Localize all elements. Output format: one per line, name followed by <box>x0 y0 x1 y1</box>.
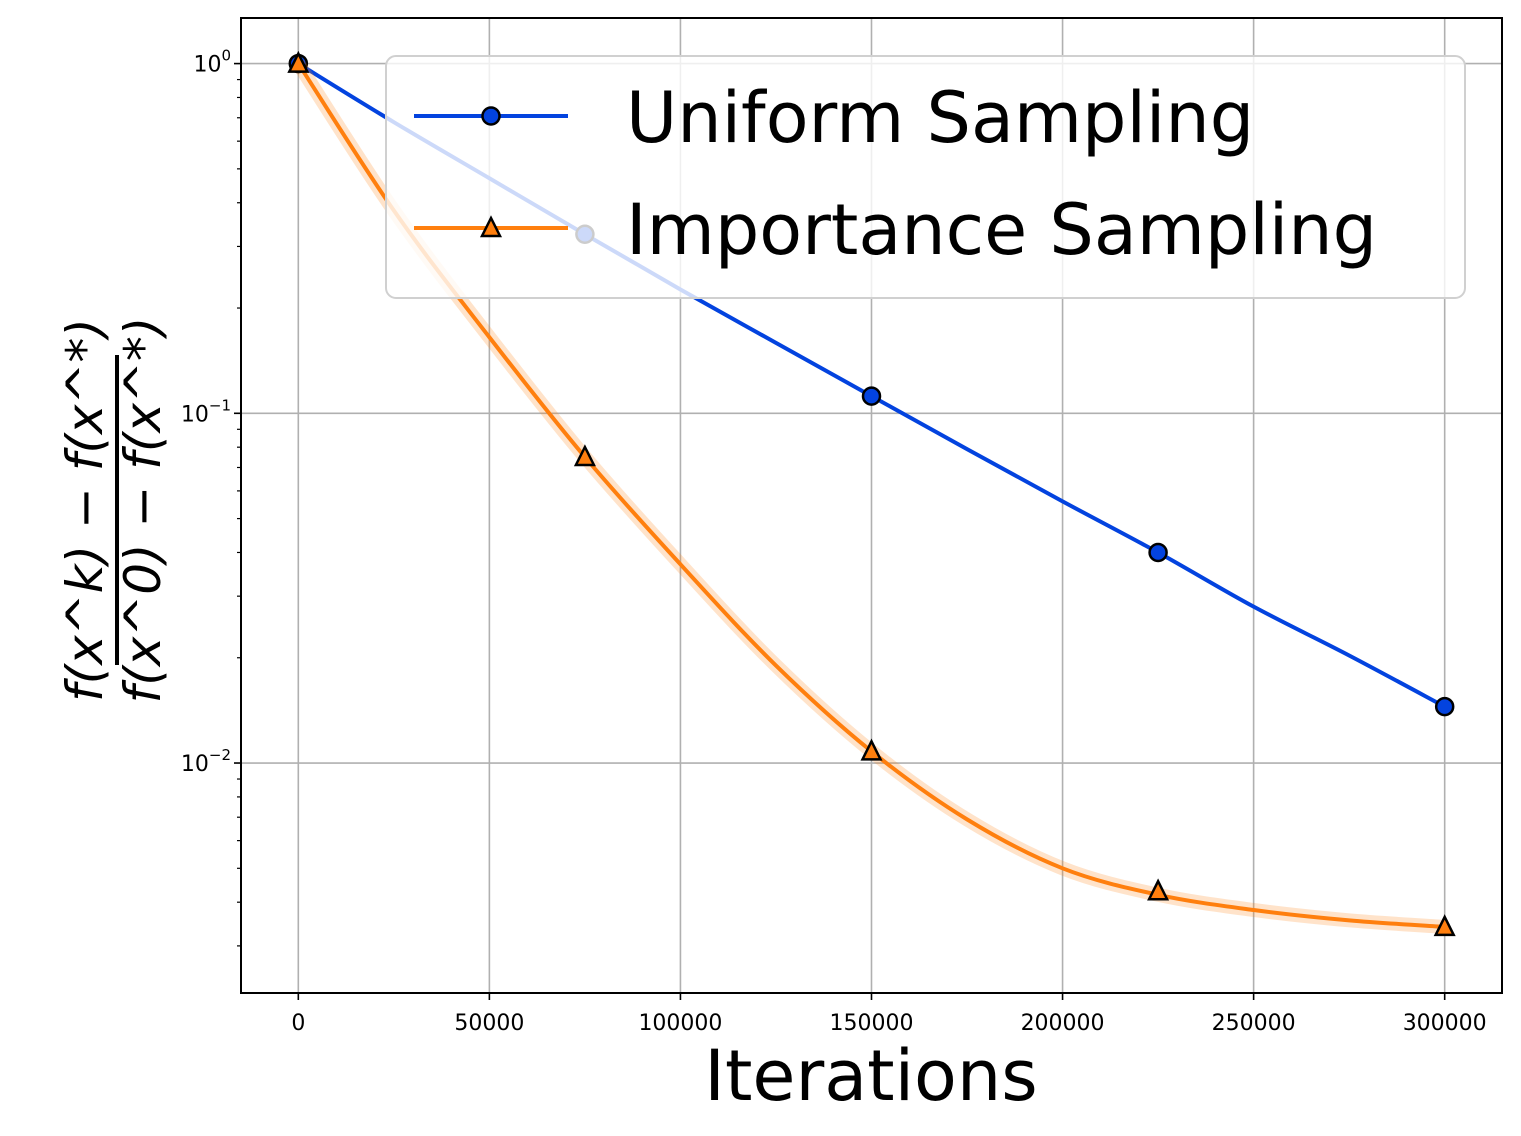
y-axis-title-numerator: f(x^k) − f(x^*) <box>56 318 114 702</box>
y-axis-ticks: 100 10−1 10−2 <box>181 47 241 947</box>
legend-label-importance: Importance Sampling <box>626 189 1377 271</box>
legend-marker-importance <box>479 215 503 238</box>
y-tick-label: 100 <box>193 47 231 78</box>
x-tick-label: 100000 <box>638 1011 722 1036</box>
data-point-importance <box>860 738 883 761</box>
legend-entry-importance: Importance Sampling <box>414 189 1377 271</box>
data-point-importance <box>1147 878 1170 901</box>
y-axis-title-denominator: f(x^0) − f(x^*) <box>114 317 172 704</box>
x-tick-label: 0 <box>291 1011 305 1036</box>
data-point-uniform <box>861 386 882 406</box>
legend: Uniform Sampling Importance Sampling <box>385 55 1466 299</box>
legend-marker-uniform <box>481 106 501 126</box>
data-point-importance <box>573 444 596 467</box>
y-tick-label: 10−2 <box>181 746 231 777</box>
legend-entry-uniform: Uniform Sampling <box>414 77 1254 159</box>
x-tick-label: 250000 <box>1212 1011 1296 1036</box>
x-tick-label: 200000 <box>1021 1011 1105 1036</box>
data-point-importance <box>287 50 310 73</box>
y-axis-title: f(x^k) − f(x^*) f(x^0) − f(x^*) <box>56 317 172 704</box>
x-tick-label: 50000 <box>454 1011 524 1036</box>
x-tick-label: 300000 <box>1403 1011 1487 1036</box>
y-tick-label: 10−1 <box>181 396 231 427</box>
x-axis-ticks: 0 50000 100000 150000 200000 250000 300000 <box>291 993 1487 1036</box>
data-point-importance <box>1433 914 1456 937</box>
legend-box <box>385 55 1466 299</box>
x-tick-label: 150000 <box>830 1011 914 1036</box>
series-line-importance <box>296 62 1445 929</box>
legend-label-uniform: Uniform Sampling <box>626 77 1254 159</box>
x-axis-title: Iterations <box>704 1035 1037 1117</box>
data-point-uniform <box>1434 696 1455 717</box>
data-point-uniform <box>1148 542 1168 563</box>
